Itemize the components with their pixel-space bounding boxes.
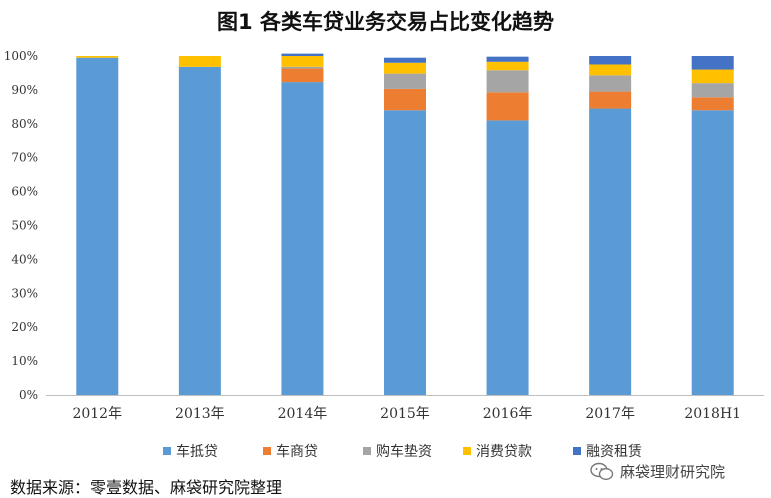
bar-segment — [76, 56, 119, 58]
bar-segment — [281, 66, 324, 69]
legend-item: 消费贷款 — [463, 444, 532, 460]
source-note: 数据来源：零壹数据、麻袋研究院整理 — [10, 478, 283, 497]
y-tick-label: 90% — [11, 83, 38, 97]
y-tick-label: 20% — [11, 320, 38, 334]
legend-item: 车抵贷 — [163, 443, 218, 460]
x-tick-label: 2015年 — [380, 406, 430, 422]
legend-label: 消费贷款 — [476, 444, 532, 460]
legend-item: 车商贷 — [263, 443, 318, 460]
bars — [76, 53, 734, 396]
bar-segment — [691, 97, 734, 111]
legend-item: 融资租赁 — [573, 444, 642, 460]
bar-segment — [76, 57, 119, 395]
y-tick-label: 30% — [11, 286, 38, 300]
y-tick-label: 50% — [11, 219, 38, 233]
bar-segment — [384, 73, 426, 89]
chart-title: 图1 各类车贷业务交易占比变化趋势 — [217, 10, 554, 34]
x-tick-label: 2016年 — [483, 406, 533, 422]
x-axis: 2012年 2013年 2014年 2015年 2016年 2017年 2018H1 — [46, 395, 764, 422]
bar-segment — [486, 70, 529, 93]
bar-segment — [178, 66, 221, 396]
bar-segment — [691, 56, 734, 70]
legend-swatch — [163, 447, 171, 455]
bar-segment — [384, 110, 426, 396]
bar-segment — [178, 56, 221, 67]
bar-segment — [384, 62, 426, 74]
y-tick-label: 40% — [11, 252, 38, 266]
y-axis: 0% 10% 20% 30% 40% 50% 60% 70% 80% 90% 100% — [4, 49, 38, 402]
bar-segment — [281, 56, 324, 67]
x-tick-label: 2014年 — [278, 406, 328, 422]
x-tick-label: 2017年 — [585, 406, 635, 422]
bar-segment — [589, 56, 632, 65]
bar-segment — [486, 56, 529, 62]
bar-segment — [486, 61, 529, 71]
stacked-bar-chart: 0%10%20%30%40%50%60%70%80%90%100% 2012年 2… — [4, 49, 764, 460]
legend: 车抵贷 车商贷 购车垫资 消费贷款 融资租赁 — [163, 443, 642, 460]
bar-segment — [691, 110, 734, 396]
bar-segment — [281, 82, 324, 395]
x-tick-label: 2013年 — [175, 406, 225, 422]
legend-swatch — [263, 447, 271, 455]
bar-segment — [589, 64, 632, 76]
y-tick-label: 100% — [4, 49, 38, 63]
bar-segment — [281, 53, 324, 56]
legend-label: 车商贷 — [276, 443, 318, 460]
legend-label: 购车垫资 — [376, 443, 432, 460]
y-tick-label: 10% — [11, 354, 38, 368]
watermark: 麻袋理财研究院 — [590, 461, 725, 482]
bar-segment — [589, 75, 632, 92]
y-tick-label: 0% — [19, 388, 38, 402]
bar-segment — [589, 108, 632, 396]
wechat-icon — [590, 462, 614, 480]
legend-swatch — [463, 447, 471, 455]
legend-label: 融资租赁 — [586, 444, 642, 460]
bar-segment — [486, 92, 529, 121]
bar-segment — [691, 83, 734, 98]
legend-swatch — [573, 447, 581, 455]
y-tick-label: 60% — [11, 185, 38, 199]
x-tick-label: 2018H1 — [684, 406, 741, 422]
watermark-label: 麻袋理财研究院 — [620, 463, 726, 481]
bar-segment — [384, 57, 426, 63]
legend-label: 车抵贷 — [176, 443, 218, 460]
bar-segment — [691, 69, 734, 84]
y-tick-label: 70% — [11, 151, 38, 165]
legend-item: 购车垫资 — [363, 443, 432, 460]
bar-segment — [384, 88, 426, 111]
bar-segment — [486, 120, 529, 395]
y-tick-label: 80% — [11, 117, 38, 131]
bar-segment — [589, 91, 632, 109]
x-tick-label: 2012年 — [72, 406, 122, 422]
bar-segment — [281, 68, 324, 83]
legend-swatch — [363, 447, 371, 455]
